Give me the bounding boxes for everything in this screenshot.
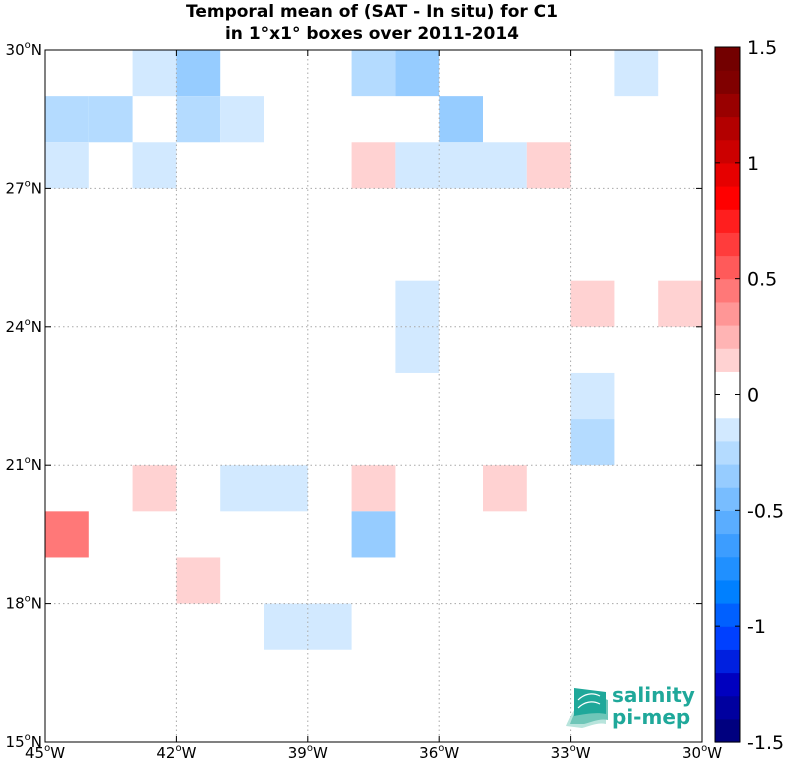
colorbar-tick-label: 0.5 bbox=[747, 269, 777, 291]
colorbar-segment bbox=[715, 209, 740, 233]
y-tick-label: 21oN bbox=[6, 455, 42, 474]
heatmap-cell bbox=[570, 372, 615, 420]
colorbar-segment bbox=[715, 70, 740, 94]
colorbar-segment bbox=[715, 394, 740, 419]
colorbar-segment bbox=[715, 672, 740, 697]
map-frame bbox=[44, 49, 703, 743]
colorbar-tick-label: -1.5 bbox=[747, 732, 784, 754]
heatmap-cell bbox=[132, 465, 177, 512]
colorbar-segment bbox=[715, 718, 740, 743]
colorbar-segment bbox=[715, 116, 740, 141]
colorbar-segment bbox=[715, 695, 740, 720]
y-tick-label: 15oN bbox=[6, 732, 42, 751]
heatmap-cell bbox=[351, 511, 396, 558]
y-tick-label: 27oN bbox=[6, 178, 42, 197]
colorbar-segment bbox=[715, 301, 740, 326]
heatmap-cell bbox=[132, 142, 177, 189]
colorbar-segment bbox=[715, 487, 740, 511]
colorbar-segment bbox=[715, 93, 740, 118]
heatmap-cell bbox=[570, 280, 615, 327]
colorbar-segment bbox=[715, 464, 740, 488]
colorbar-segment bbox=[715, 139, 740, 164]
heatmap-cell bbox=[176, 557, 221, 604]
title-line-1: Temporal mean of (SAT - In situ) for C1 bbox=[186, 2, 558, 22]
y-tick-label: 30oN bbox=[6, 40, 42, 59]
heatmap-cell bbox=[132, 50, 177, 97]
heatmap-cell bbox=[264, 603, 308, 650]
heatmap-cell bbox=[220, 465, 264, 512]
chart-title: Temporal mean of (SAT - In situ) for C1 … bbox=[186, 2, 558, 44]
salinity-pi-mep-logo: salinity pi-mep bbox=[566, 683, 695, 729]
y-tick-label: 24oN bbox=[6, 317, 42, 336]
heatmap-cell bbox=[439, 142, 483, 189]
logo-wave-icon bbox=[566, 688, 608, 728]
heatmap-cell bbox=[570, 419, 615, 466]
colorbar-ticks: 1.5 1 0.5 0 -0.5 -1 -1.5 bbox=[715, 37, 784, 754]
colorbar-segment bbox=[715, 348, 740, 372]
heatmap-cell bbox=[351, 465, 396, 512]
heatmap-cell bbox=[614, 50, 659, 97]
heatmap-cell bbox=[395, 326, 440, 373]
colorbar-segment bbox=[715, 186, 740, 210]
colorbar-tick-label: 1.5 bbox=[747, 37, 777, 59]
heatmap-cell bbox=[176, 50, 221, 97]
colorbar-segment bbox=[715, 579, 740, 604]
x-tick-label: 36oW bbox=[419, 743, 459, 762]
colorbar-segment bbox=[715, 626, 740, 650]
colorbar-segment bbox=[715, 556, 740, 581]
x-tick-label: 33oW bbox=[551, 743, 591, 762]
colorbar-tick-label: 0 bbox=[747, 385, 759, 407]
x-tick-label: 45oW bbox=[25, 743, 65, 762]
colorbar-segment bbox=[715, 255, 740, 280]
colorbar-segment bbox=[715, 371, 740, 396]
heatmap-cell bbox=[351, 50, 396, 97]
y-axis: 15oN 18oN 21oN 24oN 27oN 30oN bbox=[6, 40, 702, 751]
heatmap-cell bbox=[88, 96, 133, 143]
colorbar-segment bbox=[715, 649, 740, 674]
heatmap-cell bbox=[483, 142, 527, 189]
colorbar-segment bbox=[715, 232, 740, 257]
colorbar-segment bbox=[715, 325, 740, 349]
colorbar-segment bbox=[715, 278, 740, 303]
heatmap-cell bbox=[439, 96, 483, 143]
heatmap-cell bbox=[395, 50, 440, 97]
heatmap-cell bbox=[45, 511, 89, 558]
heatmap-cell bbox=[264, 465, 308, 512]
x-tick-label: 42oW bbox=[156, 743, 196, 762]
colorbar-tick-label: -1 bbox=[747, 616, 766, 638]
heatmap-cell bbox=[220, 96, 264, 143]
heatmap-cells bbox=[45, 50, 702, 650]
heatmap-cell bbox=[351, 142, 396, 189]
heatmap-cell bbox=[45, 142, 89, 189]
heatmap-cell bbox=[307, 603, 352, 650]
heatmap-cell bbox=[395, 142, 440, 189]
colorbar-segment bbox=[715, 510, 740, 535]
colorbar-segment bbox=[715, 533, 740, 558]
title-line-2: in 1°x1° boxes over 2011-2014 bbox=[225, 24, 519, 44]
colorbar-segment bbox=[715, 440, 740, 465]
colorbar-segment bbox=[715, 162, 740, 187]
colorbar-segment bbox=[715, 47, 740, 71]
grid-lines bbox=[45, 50, 702, 742]
x-tick-label: 30oW bbox=[682, 743, 722, 762]
heatmap-cell bbox=[395, 280, 440, 327]
logo-line-2: pi-mep bbox=[612, 705, 690, 729]
colorbar-segment bbox=[715, 603, 740, 627]
x-axis: 45oW 42oW 39oW 36oW 33oW 30oW bbox=[25, 50, 722, 762]
colorbar-segment bbox=[715, 417, 740, 442]
y-tick-label: 18oN bbox=[6, 594, 42, 613]
colorbar bbox=[714, 46, 741, 743]
heatmap-cell bbox=[526, 142, 571, 189]
logo-line-1: salinity bbox=[612, 683, 695, 707]
heatmap-cell bbox=[176, 96, 221, 143]
heatmap-cell bbox=[45, 96, 89, 143]
heatmap-cell bbox=[658, 280, 702, 327]
x-tick-label: 39oW bbox=[288, 743, 328, 762]
heatmap-cell bbox=[483, 465, 527, 512]
colorbar-tick-label: 1 bbox=[747, 153, 759, 175]
colorbar-tick-label: -0.5 bbox=[747, 500, 784, 522]
